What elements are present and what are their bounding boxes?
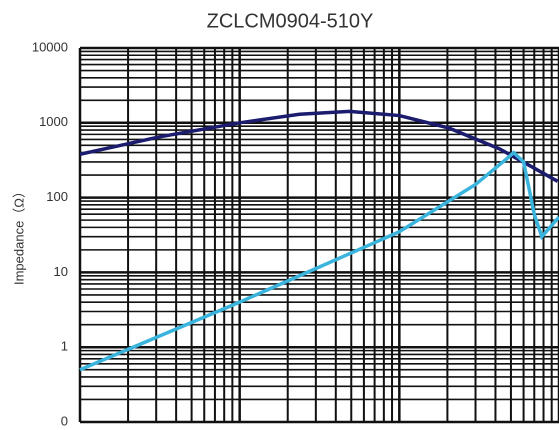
y-tick-label: 10000 [32, 39, 68, 54]
y-tick-label: 10 [54, 264, 68, 279]
y-tick-label: 1000 [39, 114, 68, 129]
y-tick-label: 1 [61, 339, 68, 354]
line-series [79, 109, 559, 183]
y-tick-label: 0 [61, 413, 68, 428]
line-series [79, 150, 559, 372]
y-axis-label: Impedance（Ω） [11, 185, 26, 285]
y-tick-label: 100 [46, 189, 68, 204]
chart-title: ZCLCM0904-510Y [207, 10, 374, 32]
